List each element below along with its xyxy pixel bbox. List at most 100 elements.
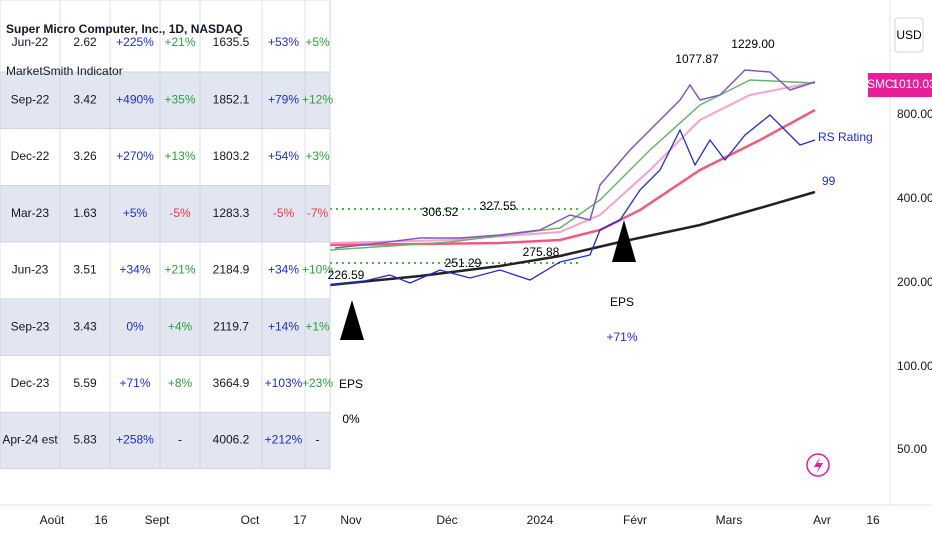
time-label: Avr (813, 513, 831, 527)
table-row (0, 411, 331, 470)
time-label: 16 (94, 513, 108, 527)
table-row (0, 185, 331, 243)
table-cell: +71% (119, 376, 150, 390)
table-cell: +225% (116, 35, 154, 49)
low-label: 251.29 (445, 256, 482, 270)
symbol-tag (868, 73, 896, 97)
table-cell: +8% (168, 376, 193, 390)
table-cell: +490% (116, 93, 154, 107)
low-label: 226.59 (328, 268, 365, 282)
table-row (0, 128, 331, 186)
table-cell: +23% (302, 376, 333, 390)
table-cell: +3% (305, 149, 330, 163)
table-cell: Dec-22 (11, 149, 50, 163)
symbol: SMCI (867, 77, 897, 91)
time-label: Nov (340, 513, 361, 527)
table-cell: 1803.2 (213, 149, 250, 163)
table-cell: Sep-23 (11, 319, 50, 333)
time-label: Mars (716, 513, 743, 527)
chart-title: Super Micro Computer, Inc., 1D, NASDAQ (6, 22, 243, 36)
table-cell: 5.83 (73, 433, 97, 447)
table-cell: 5.59 (73, 376, 97, 390)
table-cell: 1635.5 (213, 35, 250, 49)
time-label: 17 (293, 513, 307, 527)
table-cell: - (316, 433, 320, 447)
table-cell: +270% (116, 149, 154, 163)
table-cell: 3.26 (73, 149, 97, 163)
table-cell: 3.51 (73, 263, 97, 277)
price-label: 50.00 (897, 442, 927, 456)
table-cell: +21% (164, 35, 195, 49)
rs-line (329, 114, 816, 286)
table-cell: +13% (164, 149, 195, 163)
currency-box[interactable] (894, 17, 924, 53)
table-cell: +53% (268, 35, 299, 49)
data-table: Jun-22 2.62 +225% +21% 1635.5 +53% +5% Sep-22 3.… (0, 0, 333, 470)
eps-value: +71% (606, 330, 637, 344)
table-row (0, 0, 331, 73)
price-label: 200.00 (897, 275, 932, 289)
eps-label: EPS (610, 295, 634, 309)
table-cell: -5% (169, 206, 191, 220)
table-cell: 2184.9 (213, 263, 250, 277)
table-cell: -7% (307, 206, 329, 220)
table-cell: +79% (268, 93, 299, 107)
table-cell: 2.62 (73, 35, 97, 49)
table-cell: 1283.3 (213, 206, 250, 220)
table-cell: 2119.7 (213, 319, 249, 333)
table-cell: +103% (265, 376, 303, 390)
price-label: 800.00 (897, 107, 932, 121)
indicator-name: MarketSmith Indicator (6, 64, 123, 78)
table-cell: 1852.1 (213, 93, 250, 107)
alert-bolt (814, 457, 823, 474)
currency: USD (896, 28, 922, 42)
table-cell: +34% (119, 263, 150, 277)
table-row (0, 241, 331, 300)
price (334, 69, 816, 249)
rs-label: RS Rating (818, 130, 873, 144)
time-label: 16 (866, 513, 880, 527)
table-cell: 4006.2 (213, 433, 250, 447)
time-label: Sept (145, 513, 170, 527)
table-cell: Jun-22 (12, 35, 49, 49)
price-tag (896, 73, 932, 97)
table-cell: +1% (305, 319, 330, 333)
high-label: 327.55 (480, 199, 517, 213)
high-label: 1229.00 (731, 37, 775, 51)
rs-value: 99 (822, 174, 836, 188)
table-cell: Dec-23 (11, 376, 50, 390)
eps-marker (612, 220, 636, 262)
high-label: 306.52 (422, 205, 459, 219)
alert-icon (806, 453, 830, 477)
table-cell: +5% (305, 35, 330, 49)
table-cell: 3.42 (73, 93, 97, 107)
table-cell: +258% (116, 433, 154, 447)
table-cell: +4% (168, 319, 193, 333)
ma-21 (329, 81, 816, 244)
eps-label: EPS (339, 377, 363, 391)
table-cell: -5% (273, 206, 295, 220)
table-row (0, 355, 331, 413)
table-cell: +35% (164, 93, 195, 107)
eps-value: 0% (342, 412, 360, 426)
eps-marker (340, 300, 364, 340)
table-cell: 0% (126, 319, 144, 333)
table-cell: +10% (302, 263, 333, 277)
table-cell: - (178, 433, 182, 447)
table-cell: Sep-22 (11, 93, 50, 107)
ma-200 (329, 190, 816, 287)
table-cell: +12% (302, 93, 333, 107)
high-label: 1077.87 (675, 52, 719, 66)
table-cell: 3.43 (73, 319, 97, 333)
table-cell: +54% (268, 149, 299, 163)
table-cell: +34% (268, 263, 299, 277)
table-cell: +5% (123, 206, 148, 220)
price-label: 400.00 (897, 191, 932, 205)
table-cell: +212% (265, 433, 303, 447)
table-cell: +14% (268, 319, 299, 333)
time-label: 2024 (527, 513, 554, 527)
table-cell: Jun-23 (12, 263, 49, 277)
time-label: Déc (436, 513, 457, 527)
chart-lines (329, 69, 830, 477)
time-label: Oct (241, 513, 260, 527)
